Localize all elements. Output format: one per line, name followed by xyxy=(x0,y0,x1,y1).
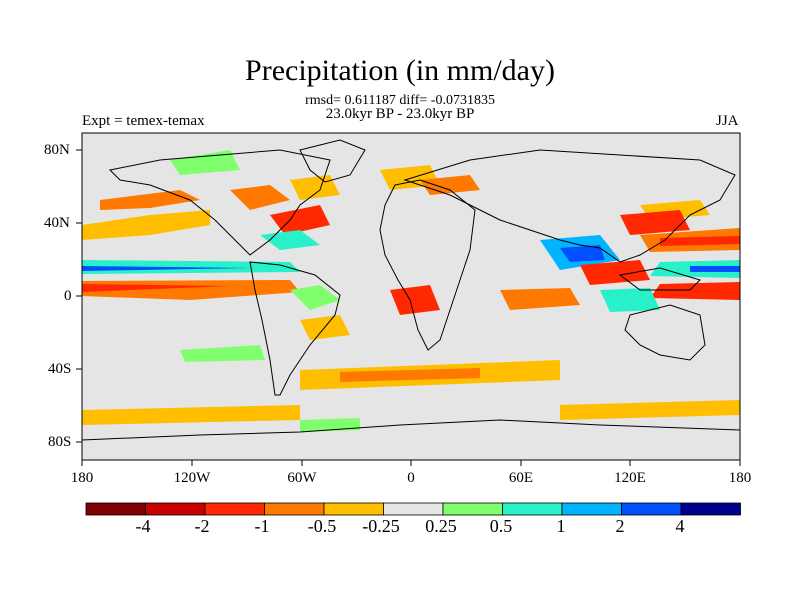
lat-label-80s: 80S xyxy=(48,434,72,450)
season-label: JJA xyxy=(716,113,739,129)
lon-label-180-west: 180 xyxy=(70,470,94,486)
lon-label-120e: 120E xyxy=(614,470,646,486)
chart-title: Precipitation (in mm/day) xyxy=(245,54,555,87)
colorbar-swatch xyxy=(264,502,325,516)
stats-line: rmsd= 0.611187 diff= -0.0731835 xyxy=(305,93,495,108)
colorbar-label: 4 xyxy=(675,516,685,536)
colorbar-swatch xyxy=(323,502,384,516)
colorbar-label: 2 xyxy=(615,516,625,536)
colorbar-label: 0.25 xyxy=(425,516,457,536)
colorbar-label: -2 xyxy=(194,516,210,536)
coastlines xyxy=(82,139,740,441)
colorbar-swatch xyxy=(621,502,682,516)
colorbar-swatch xyxy=(502,502,563,516)
colorbar-label: 0.5 xyxy=(489,516,513,536)
colorbar-swatch xyxy=(442,502,503,516)
lat-label-80n: 80N xyxy=(44,142,70,158)
lon-label-0: 0 xyxy=(407,470,415,486)
colorbar-label: -0.5 xyxy=(307,516,337,536)
colorbar-label: 1 xyxy=(556,516,566,536)
colorbar-swatch xyxy=(145,502,206,516)
colorbar-label: -0.25 xyxy=(362,516,400,536)
lon-label-60e: 60E xyxy=(508,470,534,486)
colorbar-swatch xyxy=(383,502,444,516)
lat-label-40s: 40S xyxy=(48,361,72,377)
colorbar-swatch xyxy=(680,502,741,516)
lon-label-180-east: 180 xyxy=(728,470,752,486)
anomaly-field xyxy=(82,150,740,432)
colorbar-swatch xyxy=(204,502,265,516)
colorbar-label: -1 xyxy=(254,516,270,536)
period-line: 23.0kyr BP - 23.0kyr BP xyxy=(325,106,475,122)
experiment-label: Expt = temex-temax xyxy=(82,113,205,129)
lon-label-120w: 120W xyxy=(173,470,211,486)
colorbar-swatch xyxy=(85,502,146,516)
colorbar-label: -4 xyxy=(135,516,151,536)
lat-label-0: 0 xyxy=(64,288,72,304)
colorbar-swatch xyxy=(561,502,622,516)
axis-ticks xyxy=(76,149,741,466)
lon-label-60w: 60W xyxy=(287,470,317,486)
lat-label-40n: 40N xyxy=(44,215,70,231)
colorbar xyxy=(85,502,741,516)
